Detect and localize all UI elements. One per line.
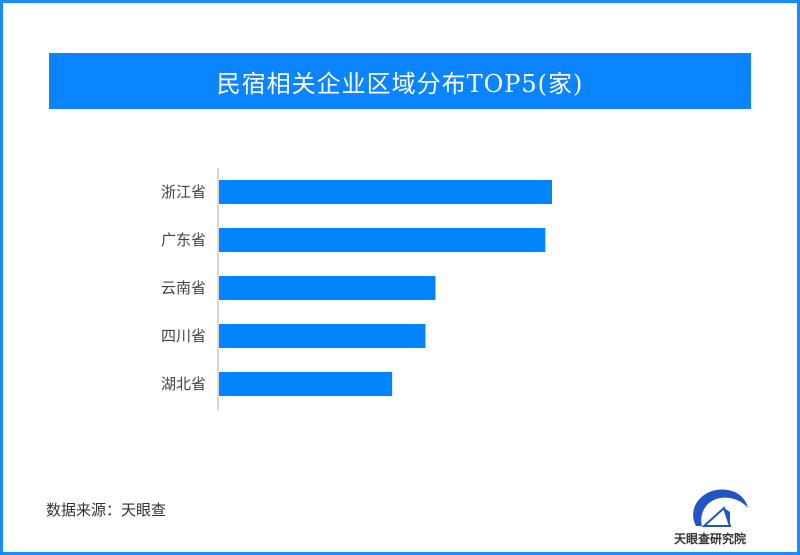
bar-2 — [219, 276, 436, 300]
bar-3 — [219, 324, 426, 348]
category-label: 浙江省 — [161, 183, 206, 201]
category-label: 云南省 — [161, 279, 206, 297]
tianyancha-logo-icon — [693, 489, 748, 527]
data-source: 数据来源：天眼查 — [46, 501, 167, 519]
bar-1 — [219, 228, 546, 252]
category-label: 湖北省 — [161, 375, 206, 393]
bar-4 — [219, 372, 393, 396]
category-label: 四川省 — [161, 327, 206, 345]
logo-text: 天眼查研究院 — [674, 532, 747, 546]
category-label: 广东省 — [161, 231, 206, 249]
bar-0 — [219, 180, 552, 204]
chart-title: 民宿相关企业区域分布TOP5(家) — [49, 53, 751, 109]
